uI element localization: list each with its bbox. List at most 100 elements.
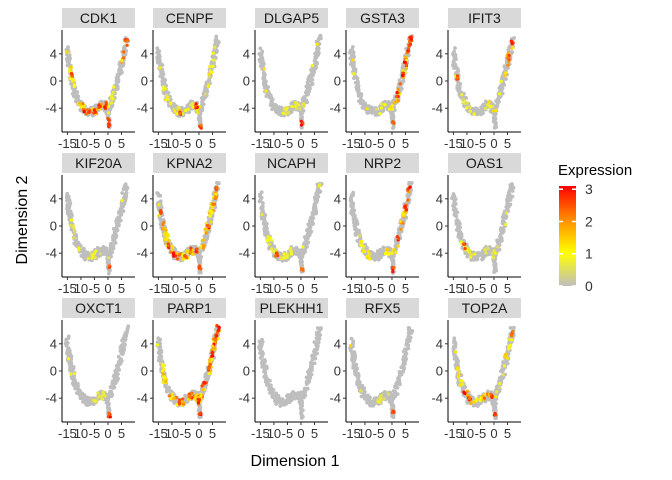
cell-point [107,264,111,268]
cell-point [313,55,318,60]
cell-point [72,226,76,230]
cell-point [351,193,355,198]
y-tick-label: 0 [50,74,57,89]
cell-point [64,343,69,348]
cell-point [159,219,163,224]
cell-point [299,119,303,123]
facet-strip-label: GSTA3 [360,10,405,26]
x-tick-label: -5 [282,136,294,151]
y-tick-label: 4 [436,191,443,206]
cell-point [260,212,264,217]
x-tick-label: 0 [104,426,111,441]
cell-point [164,236,168,241]
cell-point [314,60,319,65]
cell-point [309,77,313,81]
cell-point [457,87,462,92]
cell-point [279,255,283,259]
cell-point [406,47,411,51]
facet-strip-label: PLEKHH1 [260,300,324,316]
cell-point [403,204,407,208]
cell-point [99,99,104,104]
cell-point [299,125,304,130]
y-tick-label: 4 [50,336,57,351]
cell-point [494,268,499,273]
cell-point [404,66,409,70]
cell-point [259,350,264,355]
cell-point [208,214,212,218]
cell-point [356,87,361,92]
cell-point [365,254,369,259]
cell-point [202,380,206,385]
cell-point [498,88,503,93]
cell-point [72,371,77,376]
y-tick-label: -4 [136,391,148,406]
cell-point [401,79,406,84]
cell-point [463,246,467,251]
cell-point [508,202,513,207]
cell-point [161,372,165,376]
cell-point [160,63,165,67]
cell-point [299,416,304,420]
x-tick-label: -15 [251,281,270,296]
cell-point [158,66,162,70]
cell-point [348,347,353,352]
cell-point [213,194,217,199]
cell-point [264,226,269,231]
cell-point [310,81,315,86]
cell-point [76,390,81,395]
cell-point [403,354,408,359]
cell-point [391,120,395,124]
y-tick-label: 0 [141,219,148,234]
cell-point [393,389,397,394]
cell-point [210,205,214,209]
facet-strip [62,298,135,318]
facet-points [64,36,131,130]
cell-point [505,202,510,207]
x-tick-label: 10 [460,281,474,296]
y-tick-label: -4 [45,391,57,406]
x-tick-label: -15 [251,136,270,151]
cell-point [84,112,88,116]
y-tick-label: 4 [334,46,341,61]
x-tick-label: -15 [58,281,77,296]
y-tick-label: -4 [136,246,148,261]
y-tick-label: -4 [45,101,57,116]
facet-points [257,181,324,274]
cell-point [507,56,511,60]
cell-point [206,84,210,88]
cell-point [359,394,364,399]
cell-point [201,238,205,242]
cell-point [110,382,115,387]
cell-point [398,82,402,86]
cell-point [198,260,203,265]
facet-strip [62,8,135,28]
cell-point [215,39,220,43]
cell-point [104,248,109,253]
x-tick-label: 10 [358,281,372,296]
y-tick-label: 0 [436,219,443,234]
cell-point [453,214,458,218]
facet-points [450,36,516,130]
cell-point [189,250,193,254]
cell-point [289,252,294,256]
cell-point [81,101,85,106]
cell-point [394,250,398,255]
facet-strip [153,8,226,28]
facet-strip [62,153,135,173]
cell-point [264,89,268,93]
cell-point [259,190,264,195]
x-tick-label: 0 [297,136,304,151]
cell-point [204,231,208,235]
x-tick-label: 0 [195,281,202,296]
cell-point [401,73,405,77]
cell-point [215,334,219,338]
cell-point [158,337,163,342]
cell-point [399,86,404,91]
cell-point [351,339,356,344]
x-tick-label: 10 [460,136,474,151]
y-tick-label: 4 [50,191,57,206]
cell-point [404,208,409,212]
